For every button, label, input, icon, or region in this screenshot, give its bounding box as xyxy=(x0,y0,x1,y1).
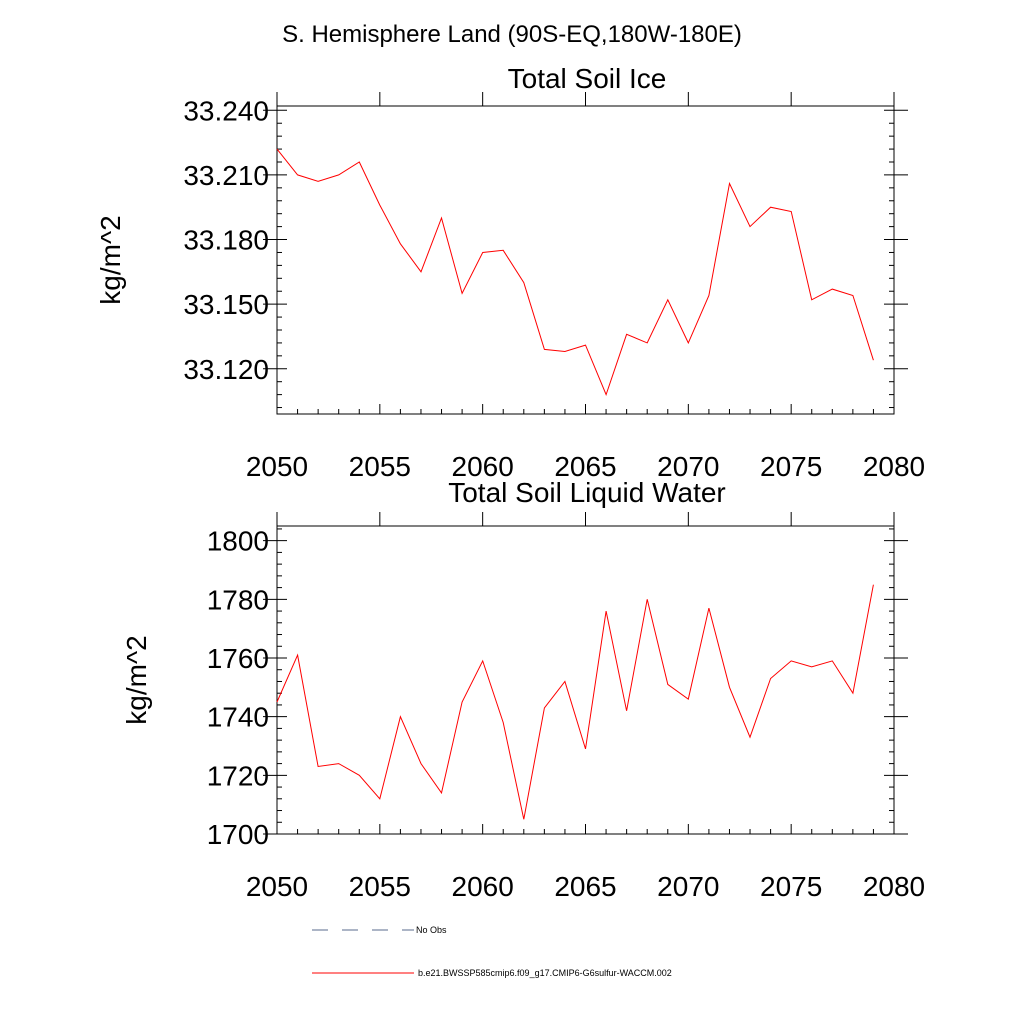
y-tick-label: 33.150 xyxy=(183,289,269,320)
y-tick-label: 1780 xyxy=(207,584,269,615)
y-tick-label: 1720 xyxy=(207,760,269,791)
y-tick-label: 1700 xyxy=(207,819,269,850)
legend-item-run: b.e21.BWSSP585cmip6.f09_g17.CMIP6-G6sulf… xyxy=(312,968,672,978)
y-axis-label: kg/m^2 xyxy=(95,215,126,304)
legend: No Obs b.e21.BWSSP585cmip6.f09_g17.CMIP6… xyxy=(312,925,672,978)
x-tick-label: 2080 xyxy=(863,451,925,482)
legend-item-no-obs: No Obs xyxy=(312,925,447,935)
series-line xyxy=(276,584,874,820)
x-tick-label: 2050 xyxy=(246,451,308,482)
y-tick-label: 33.240 xyxy=(183,95,269,126)
x-tick-label: 2060 xyxy=(452,871,514,902)
chart-total-soil-ice: Total Soil Ice kg/m^2 2050 2055 2060 2065 20… xyxy=(95,63,925,482)
legend-label: b.e21.BWSSP585cmip6.f09_g17.CMIP6-G6sulf… xyxy=(418,968,672,978)
x-tick-label: 2055 xyxy=(349,451,411,482)
x-tick-label: 2070 xyxy=(657,451,719,482)
plot-area: 2050 2055 2060 2065 2070 2075 2080 1700 1720 1740… xyxy=(207,512,925,902)
x-tick-label: 2055 xyxy=(349,871,411,902)
y-axis-label: kg/m^2 xyxy=(121,635,152,724)
chart-total-soil-liquid-water: Total Soil Liquid Water kg/m^2 2050 2055 2… xyxy=(121,477,925,902)
chart-title: Total Soil Ice xyxy=(508,63,667,94)
x-tick-label: 2080 xyxy=(863,871,925,902)
y-tick-label: 1800 xyxy=(207,526,269,557)
x-tick-label: 2075 xyxy=(760,871,822,902)
y-tick-label: 33.180 xyxy=(183,225,269,256)
x-tick-label: 2075 xyxy=(760,451,822,482)
x-tick-label: 2050 xyxy=(246,871,308,902)
x-tick-label: 2065 xyxy=(554,451,616,482)
y-tick-label: 33.210 xyxy=(183,160,269,191)
y-tick-label: 33.120 xyxy=(183,354,269,385)
x-tick-label: 2070 xyxy=(657,871,719,902)
legend-label: No Obs xyxy=(416,925,447,935)
y-tick-label: 1760 xyxy=(207,643,269,674)
x-tick-label: 2060 xyxy=(452,451,514,482)
plot-area: 2050 2055 2060 2065 2070 2075 2080 33.120 33.150… xyxy=(183,92,925,482)
plot-frame xyxy=(276,105,895,415)
series-line xyxy=(276,148,874,397)
figure-title: S. Hemisphere Land (90S-EQ,180W-180E) xyxy=(282,21,742,48)
y-tick-label: 1740 xyxy=(207,702,269,733)
x-tick-label: 2065 xyxy=(554,871,616,902)
chart-title: Total Soil Liquid Water xyxy=(448,477,726,508)
